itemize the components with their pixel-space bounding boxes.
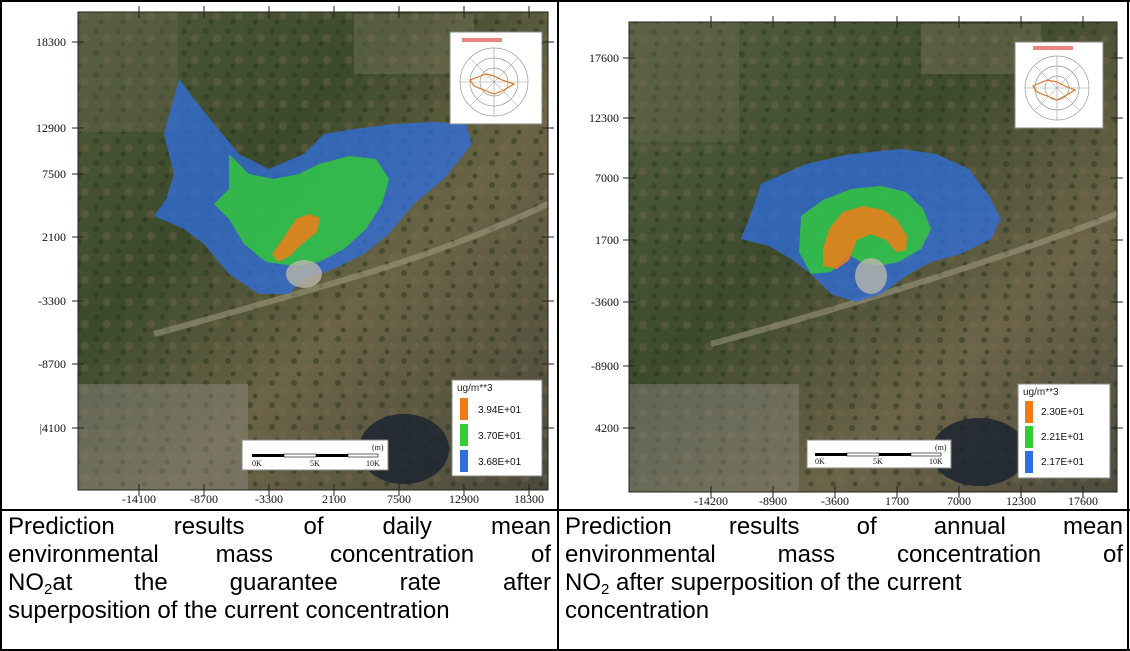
y-tick-label: -8700	[38, 357, 66, 371]
right-legend: ug/m**3 2.30E+01 2.21E+01 2.17E+01	[1017, 383, 1111, 479]
legend-value: 2.21E+01	[1041, 432, 1085, 443]
lake-shape	[931, 418, 1027, 486]
table-left-border	[0, 0, 2, 651]
y-tick-label: -3600	[591, 295, 619, 309]
right-caption: Prediction results of annual mean enviro…	[565, 513, 1123, 625]
y-tick-label: -3300	[38, 294, 66, 308]
plant-site	[286, 260, 322, 288]
plant-site	[855, 258, 887, 294]
caption-line: environmental mass concentration of	[8, 541, 551, 568]
left-scale-bar: (m) 0K 5K 10K	[241, 439, 389, 471]
legend-swatch-blue	[1025, 451, 1033, 473]
x-tick-label: 2100	[322, 492, 346, 506]
scale-label: 0K	[252, 459, 262, 468]
caption-line: Prediction results of daily mean	[8, 513, 551, 540]
legend-swatch-orange	[460, 398, 468, 420]
x-tick-label: 7000	[947, 494, 971, 506]
caption-line: superposition of the current concentrati…	[8, 597, 450, 624]
scale-label: 10K	[929, 457, 943, 466]
x-tick-label: 18300	[514, 492, 544, 506]
formula-subscript: 2	[601, 581, 610, 598]
caption-text: after superposition of the current	[609, 569, 962, 596]
legend-swatch-blue	[460, 450, 468, 472]
scale-label: 5K	[873, 457, 883, 466]
legend-value: 2.17E+01	[1041, 457, 1085, 468]
legend-swatch-green	[460, 424, 468, 446]
right-map-panel: 17600 12300 7000 1700 -3600 -8900 4200 -…	[561, 4, 1125, 506]
scale-label: 10K	[366, 459, 380, 468]
x-tick-label: 12900	[449, 492, 479, 506]
orange-contour-zone	[823, 206, 907, 269]
table-top-border	[0, 0, 1130, 2]
legend-title: ug/m**3	[457, 383, 493, 394]
left-x-axis: -14100 -8700 -3300 2100 7500 12900 18300	[122, 6, 544, 506]
table-right-border	[1127, 0, 1129, 651]
left-map-panel: 18300 12900 7500 2100 -3300 -8700 |4100 …	[4, 4, 555, 506]
green-contour-zone	[214, 154, 389, 266]
y-tick-label: 2100	[42, 230, 66, 244]
legend-swatch-green	[1025, 426, 1033, 448]
y-tick-label: 12900	[36, 121, 66, 135]
x-tick-label: 1700	[885, 494, 909, 506]
y-tick-label: |4100	[40, 421, 66, 435]
legend-title: ug/m**3	[1023, 387, 1059, 398]
y-tick-label: 4200	[595, 421, 619, 435]
caption-line: NO2 at the guarantee rate after	[8, 569, 551, 597]
x-tick-label: -14200	[694, 494, 728, 506]
wind-rose-icon	[449, 31, 543, 125]
orange-contour-zone	[272, 214, 320, 262]
y-tick-label: 1700	[595, 233, 619, 247]
scale-unit: (m)	[372, 443, 384, 452]
y-tick-label: -8900	[591, 359, 619, 373]
table-middle-border	[0, 509, 1130, 511]
caption-text: at the guarantee rate after	[52, 569, 551, 596]
right-x-axis: -14200 -8900 -3600 1700 7000 12300 17600	[694, 16, 1098, 506]
wind-rose-icon	[1014, 41, 1104, 129]
caption-line: NO2 after superposition of the current	[565, 569, 1123, 597]
x-tick-label: -3600	[821, 494, 849, 506]
y-tick-label: 17600	[589, 51, 619, 65]
right-scale-bar: (m) 0K 5K 10K	[806, 439, 952, 469]
formula: NO2	[8, 569, 52, 597]
table-center-border	[557, 0, 559, 651]
y-tick-label: 18300	[36, 35, 66, 49]
legend-value: 3.68E+01	[478, 457, 522, 468]
legend-swatch-orange	[1025, 401, 1033, 423]
right-y-axis: 17600 12300 7000 1700 -3600 -8900 4200	[589, 51, 1123, 435]
x-tick-label: -3300	[255, 492, 283, 506]
caption-line: concentration	[565, 597, 710, 624]
left-map-svg: 18300 12900 7500 2100 -3300 -8700 |4100 …	[36, 6, 554, 506]
scale-label: 5K	[310, 459, 320, 468]
x-tick-label: -14100	[122, 492, 156, 506]
y-tick-label: 12300	[589, 111, 619, 125]
x-tick-label: -8700	[190, 492, 218, 506]
legend-value: 3.70E+01	[478, 431, 522, 442]
scale-unit: (m)	[935, 443, 947, 452]
formula: NO2	[565, 569, 609, 597]
left-caption: Prediction results of daily mean environ…	[8, 513, 551, 625]
x-tick-label: 17600	[1068, 494, 1098, 506]
scale-label: 0K	[815, 457, 825, 466]
x-tick-label: -8900	[759, 494, 787, 506]
caption-line: Prediction results of annual mean	[565, 513, 1123, 540]
x-tick-label: 7500	[387, 492, 411, 506]
caption-line: environmental mass concentration of	[565, 541, 1123, 568]
formula-text: NO	[565, 569, 601, 596]
formula-text: NO	[8, 569, 44, 596]
y-tick-label: 7000	[595, 171, 619, 185]
left-legend: ug/m**3 3.94E+01 3.70E+01 3.68E+01	[451, 379, 543, 477]
x-tick-label: 12300	[1006, 494, 1036, 506]
legend-value: 2.30E+01	[1041, 407, 1085, 418]
y-tick-label: 7500	[42, 167, 66, 181]
right-map-svg: 17600 12300 7000 1700 -3600 -8900 4200 -…	[589, 16, 1123, 506]
left-y-axis: 18300 12900 7500 2100 -3300 -8700 |4100	[36, 35, 554, 435]
legend-value: 3.94E+01	[478, 405, 522, 416]
table-bottom-border	[0, 649, 1130, 651]
formula-subscript: 2	[44, 581, 53, 598]
